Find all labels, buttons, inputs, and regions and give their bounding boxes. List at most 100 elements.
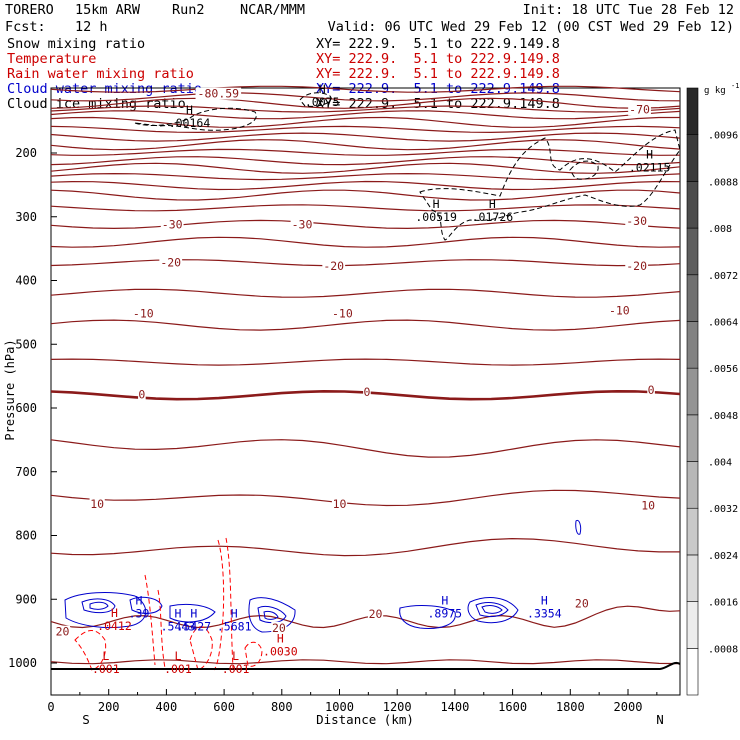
extremum-value: .00519 <box>415 210 457 224</box>
temperature-contour-label: 0 <box>138 388 145 402</box>
temperature-label-bg <box>647 384 655 397</box>
temperature-contour-line <box>50 319 681 331</box>
temperature-label-bg <box>271 621 287 634</box>
extremum-marker: H <box>174 606 181 620</box>
temperature-contour-line <box>50 105 681 113</box>
cloud-water-contour <box>399 604 456 629</box>
extremum-marker: H <box>489 197 496 211</box>
x-tick-label: 400 <box>156 700 178 714</box>
rain-contour <box>189 626 213 671</box>
x-tick-label: 0 <box>47 700 54 714</box>
temperature-contour-line <box>50 288 681 298</box>
colorbar-segment <box>686 648 699 696</box>
temperature-contour-line <box>50 189 681 201</box>
temperature-contour-line <box>50 605 681 629</box>
colorbar-tick-label: .0056 <box>708 364 738 375</box>
legend-rain: Rain water mixing ratio <box>7 66 194 82</box>
x-tick-label: 1800 <box>556 700 585 714</box>
cloud-ice-contour <box>419 129 681 241</box>
temperature-label-bg <box>625 215 649 228</box>
temperature-label-bg <box>160 218 184 231</box>
temperature-contour-line <box>50 97 681 109</box>
colorbar-segment <box>686 87 699 135</box>
cloud-water-contour <box>467 597 519 624</box>
temperature-label-bg <box>322 259 346 272</box>
temperature-contour-label: 20 <box>575 597 589 611</box>
temperature-label-bg <box>54 625 71 638</box>
rain-contour <box>213 537 234 671</box>
temperature-label-bg <box>625 259 649 272</box>
colorbar-tick-label: .0072 <box>708 271 738 282</box>
extremum-value: .0075 <box>305 95 340 109</box>
temperature-contour-label: -10 <box>609 303 630 317</box>
temperature-contour-label: -20 <box>323 259 344 273</box>
temperature-label-bg <box>195 87 242 100</box>
x-tick-label: 1000 <box>325 700 354 714</box>
colorbar-segment <box>686 134 699 182</box>
extremum-marker: H <box>319 82 326 96</box>
temperature-contour-line <box>50 659 681 665</box>
model-resolution: 15km ARW <box>75 2 141 18</box>
extremum-value: .39 <box>129 607 150 621</box>
temperature-contour-line <box>50 139 681 151</box>
legend-snow-xy: XY= 222.9. 5.1 to 222.9.149.8 <box>316 36 560 52</box>
y-tick-label: 700 <box>15 465 37 479</box>
colorbar-unit-exponent: -1 <box>731 82 739 90</box>
temperature-contour-label: -10 <box>332 307 353 321</box>
temperature-contour-line <box>50 85 681 93</box>
temperature-contour-line <box>50 180 681 191</box>
extremum-marker: H <box>186 103 193 117</box>
temperature-contour-line <box>50 204 681 212</box>
temperature-contour-line <box>50 92 681 102</box>
colorbar-segment <box>686 414 699 462</box>
extremum-value: .02115 <box>629 160 671 174</box>
y-tick-label: 200 <box>15 146 37 160</box>
colorbar-segment <box>686 274 699 322</box>
temperature-label-bg <box>290 218 314 231</box>
extremum-marker: H <box>111 606 118 620</box>
temperature-contour-label: 20 <box>369 607 383 621</box>
temperature-contour-line <box>50 156 681 166</box>
temperature-contour-label: -70 <box>629 103 650 117</box>
y-tick-label: 400 <box>15 274 37 288</box>
temperature-contour-line <box>50 125 681 134</box>
extremum-marker: H <box>433 197 440 211</box>
extremum-value: .01726 <box>472 210 514 224</box>
contour-labels: -80.59 -70 -30 -30 -30 -20 -20 -20 -10 -10 -10 0 0 0 1… <box>54 82 671 676</box>
cloud-water-contour <box>481 605 503 614</box>
temperature-label-bg <box>331 498 348 511</box>
extremum-value: .00164 <box>169 116 211 130</box>
extremum-marker: H <box>231 606 238 620</box>
model-name: TORERO <box>5 2 54 18</box>
colorbar-segment <box>686 181 699 229</box>
cloud-water-contour <box>64 592 147 629</box>
snow-contours <box>134 92 681 241</box>
extremum-value: .8975 <box>427 607 462 621</box>
colorbar-tick-label: .0064 <box>708 317 738 328</box>
cloud-water-contours <box>64 519 582 633</box>
x-axis-title: Distance (km) <box>316 712 414 727</box>
temperature-contour-label: 20 <box>56 625 70 639</box>
temperature-contour-line <box>50 489 681 507</box>
forecast-label: Fcst: <box>5 19 46 35</box>
ground-surface <box>51 661 681 670</box>
y-tick-label: 800 <box>15 529 37 543</box>
temperature-label-bg <box>131 307 155 320</box>
y-tick-label: 500 <box>15 337 37 351</box>
extremum-marker: L <box>174 649 181 663</box>
colorbar-segment <box>686 461 699 509</box>
x-end-label-south: S <box>82 712 90 727</box>
legend-temperature-xy: XY= 222.9. 5.1 to 222.9.149.8 <box>316 51 560 67</box>
temperature-contour-line <box>50 172 681 181</box>
x-tick-label: 2000 <box>614 700 643 714</box>
temperature-contours <box>50 85 681 665</box>
colorbar-unit: g kg <box>704 86 726 96</box>
temperature-contour-line <box>50 148 681 156</box>
temperature-contour-label: -30 <box>292 217 313 231</box>
colorbar-tick-label: .0016 <box>708 598 738 609</box>
colorbar-segment <box>686 554 699 602</box>
temperature-label-bg <box>628 103 651 116</box>
temperature-contour-line <box>50 162 681 174</box>
temperature-contour-label: 10 <box>641 498 655 512</box>
temperature-label-bg <box>607 304 631 317</box>
